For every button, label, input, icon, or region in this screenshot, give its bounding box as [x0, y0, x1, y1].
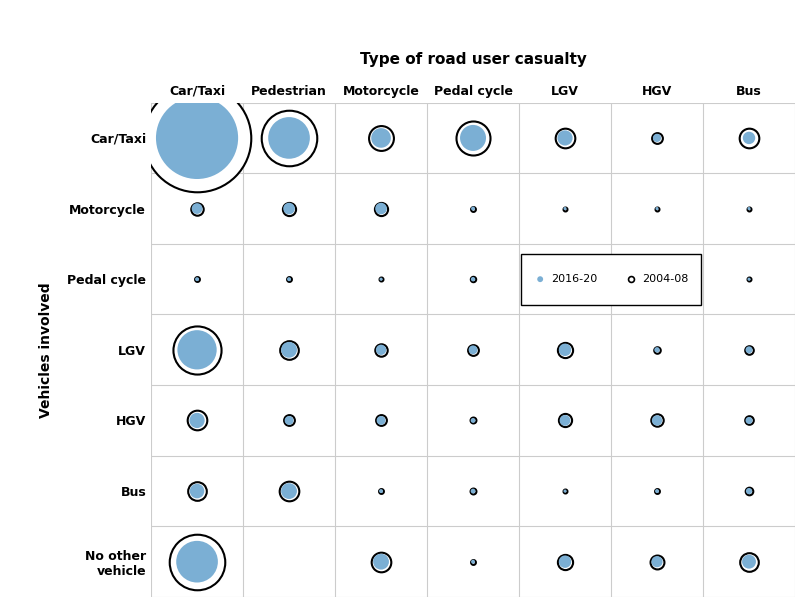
Point	[190, 416, 203, 425]
Point	[190, 204, 203, 214]
Point	[650, 416, 663, 425]
Point	[190, 204, 203, 214]
Point	[650, 204, 663, 214]
Point	[283, 486, 296, 496]
Point	[374, 345, 387, 355]
Point	[374, 416, 387, 425]
Point	[743, 204, 756, 214]
Point	[467, 345, 480, 355]
Point	[650, 416, 663, 425]
Point	[283, 274, 296, 284]
Point	[283, 133, 296, 143]
Point	[467, 557, 480, 567]
Point	[743, 274, 756, 284]
Point	[374, 274, 387, 284]
Point	[559, 204, 572, 214]
Point	[559, 204, 572, 214]
Point	[743, 345, 756, 355]
Point	[374, 345, 387, 355]
Point	[650, 204, 663, 214]
Point	[374, 204, 387, 214]
Point	[650, 133, 663, 143]
Point	[467, 416, 480, 425]
Point	[467, 133, 480, 143]
Point	[650, 486, 663, 496]
Point	[559, 486, 572, 496]
Point	[467, 486, 480, 496]
Point	[650, 557, 663, 567]
Point	[190, 133, 203, 143]
Point	[467, 274, 480, 284]
Point	[190, 486, 203, 496]
Point	[190, 345, 203, 355]
Point	[283, 274, 296, 284]
Point	[743, 486, 756, 496]
Point	[374, 274, 387, 284]
Point	[467, 416, 480, 425]
Point	[743, 557, 756, 567]
Point	[467, 486, 480, 496]
Point	[283, 345, 296, 355]
Point	[625, 274, 637, 284]
Point	[743, 416, 756, 425]
Point	[283, 416, 296, 425]
Point	[283, 133, 296, 143]
Point	[190, 557, 203, 567]
Point	[190, 557, 203, 567]
Point	[743, 274, 756, 284]
Text: 2016-20: 2016-20	[552, 274, 598, 284]
Point	[467, 204, 480, 214]
Point	[467, 204, 480, 214]
Point	[559, 486, 572, 496]
Point	[374, 557, 387, 567]
Point	[743, 133, 756, 143]
Point	[743, 486, 756, 496]
Point	[374, 486, 387, 496]
Point	[559, 557, 572, 567]
Point	[283, 204, 296, 214]
Point	[650, 557, 663, 567]
Point	[650, 345, 663, 355]
Point	[283, 345, 296, 355]
Point	[374, 133, 387, 143]
Point	[374, 557, 387, 567]
Point	[283, 486, 296, 496]
Point	[374, 204, 387, 214]
Text: 2004-08: 2004-08	[642, 274, 688, 284]
Point	[283, 416, 296, 425]
Point	[559, 133, 572, 143]
Point	[534, 274, 547, 284]
Point	[559, 557, 572, 567]
Point	[283, 204, 296, 214]
Point	[559, 345, 572, 355]
Point	[190, 416, 203, 425]
Point	[743, 133, 756, 143]
Point	[559, 345, 572, 355]
Point	[190, 133, 203, 143]
Point	[467, 133, 480, 143]
Point	[743, 345, 756, 355]
Point	[374, 133, 387, 143]
Point	[650, 133, 663, 143]
Point	[374, 416, 387, 425]
Point	[190, 345, 203, 355]
Point	[467, 345, 480, 355]
Title: Type of road user casualty: Type of road user casualty	[360, 52, 586, 67]
Point	[743, 416, 756, 425]
Point	[743, 557, 756, 567]
Point	[190, 274, 203, 284]
Point	[559, 416, 572, 425]
Y-axis label: Vehicles involved: Vehicles involved	[40, 282, 53, 417]
Point	[190, 274, 203, 284]
Point	[190, 486, 203, 496]
Point	[467, 557, 480, 567]
Point	[650, 486, 663, 496]
Point	[467, 274, 480, 284]
FancyBboxPatch shape	[521, 254, 701, 305]
Point	[559, 133, 572, 143]
Point	[559, 416, 572, 425]
Point	[743, 204, 756, 214]
Point	[374, 486, 387, 496]
Point	[650, 345, 663, 355]
